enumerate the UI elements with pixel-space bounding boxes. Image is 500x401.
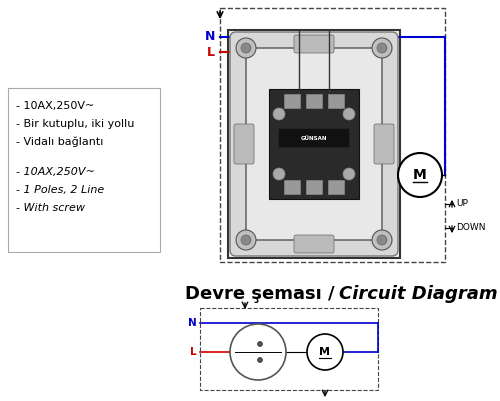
Text: Devre şeması /: Devre şeması / [185,285,341,303]
Bar [284,94,300,108]
FancyBboxPatch shape [230,32,398,256]
Bar [306,180,322,194]
Text: M: M [320,347,330,357]
Bar [284,180,300,194]
Circle shape [343,108,355,120]
Circle shape [258,342,262,346]
Bar [8,88,160,252]
FancyBboxPatch shape [294,35,334,53]
Circle shape [258,358,262,363]
Bar [228,30,400,258]
Circle shape [343,168,355,180]
Bar [328,180,344,194]
Circle shape [307,334,343,370]
Circle shape [377,235,387,245]
Circle shape [241,235,251,245]
FancyBboxPatch shape [246,48,382,240]
Text: - Vidalı bağlantı: - Vidalı bağlantı [16,137,104,147]
Text: N: N [188,318,197,328]
Circle shape [241,43,251,53]
Circle shape [273,168,285,180]
Text: Circuit Diagram: Circuit Diagram [339,285,498,303]
Circle shape [372,230,392,250]
FancyBboxPatch shape [374,124,394,164]
FancyBboxPatch shape [294,235,334,253]
Text: - 1 Poles, 2 Line: - 1 Poles, 2 Line [16,185,104,195]
Text: DOWN: DOWN [456,223,486,233]
Bar [279,129,349,147]
Text: - 10AX,250V~: - 10AX,250V~ [16,167,95,177]
Text: GÜNSAN: GÜNSAN [301,136,327,140]
Bar [328,94,344,108]
Circle shape [377,43,387,53]
FancyBboxPatch shape [234,124,254,164]
Circle shape [372,38,392,58]
Bar [269,89,359,199]
Circle shape [273,108,285,120]
Text: L: L [190,347,197,357]
Text: UP: UP [456,200,468,209]
Text: - With screw: - With screw [16,203,85,213]
Bar [306,94,322,108]
Text: - 10AX,250V~: - 10AX,250V~ [16,101,94,111]
Text: N: N [204,30,215,43]
Circle shape [236,230,256,250]
Text: - Bir kutuplu, iki yollu: - Bir kutuplu, iki yollu [16,119,134,129]
Circle shape [236,38,256,58]
Circle shape [398,153,442,197]
Text: L: L [207,45,215,59]
Circle shape [230,324,286,380]
Text: M: M [413,168,427,182]
